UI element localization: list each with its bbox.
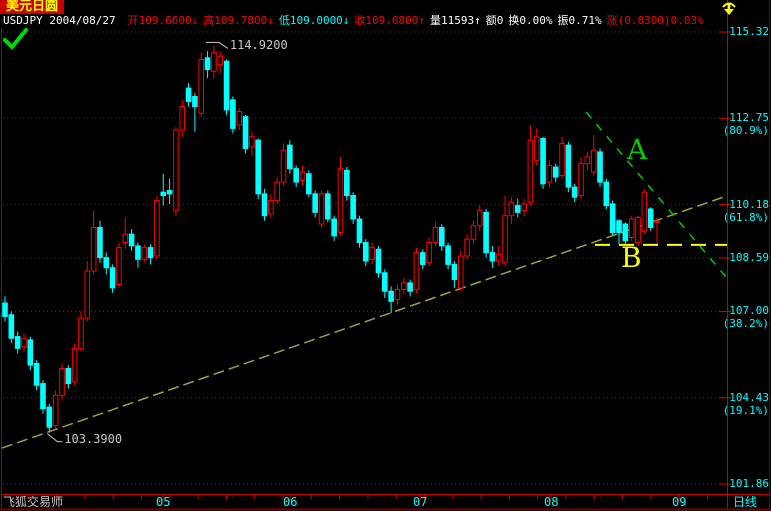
x-axis-month-label: 09 xyxy=(672,495,687,509)
x-axis-month-label: 05 xyxy=(156,495,171,509)
y-axis-percent-label: (61.8%) xyxy=(722,210,769,224)
trough-price-annotation: 103.3900 xyxy=(64,431,123,446)
y-axis-price-label: 112.75 xyxy=(729,111,769,125)
y-axis-price-label: 110.18 xyxy=(729,197,769,211)
status-field: 量11593↑ xyxy=(430,14,481,27)
resistance-line-a xyxy=(585,111,728,279)
status-fields: 开109.6600↓ 高109.7800↓ 低109.0000↓ 收109.6800↑… xyxy=(123,14,704,27)
period-label[interactable]: 日线 xyxy=(733,495,758,509)
x-axis-month-label: 08 xyxy=(544,495,559,509)
status-field: 开109.6600↓ xyxy=(127,14,199,27)
x-axis-month-label: 07 xyxy=(413,495,428,509)
support-trendline xyxy=(1,195,728,449)
y-axis-price-label: 101.86 xyxy=(729,477,769,490)
peak-price-annotation: 114.9200 xyxy=(229,38,288,53)
window-title: 美元日圆 xyxy=(0,0,65,14)
status-field: 额0 xyxy=(485,14,504,27)
status-field: 高109.7800↓ xyxy=(203,14,274,27)
y-axis-price-label: 107.00 xyxy=(729,304,769,318)
date-label: 2004/08/27 xyxy=(49,14,116,27)
y-axis-percent-label: (38.2%) xyxy=(722,317,769,331)
status-field: 涨(0.0300)0.03% xyxy=(606,14,704,27)
checkmark-icon xyxy=(3,28,28,50)
y-axis-price-label: 108.59 xyxy=(729,251,769,264)
scroll-down-icon[interactable] xyxy=(722,2,736,16)
y-axis-percent-label: (80.9%) xyxy=(722,124,769,138)
symbol-label: USDJPY xyxy=(3,14,43,27)
trendline-label-b: B xyxy=(621,241,642,274)
status-field: 低109.0000↓ xyxy=(278,14,350,27)
status-field: 换0.00% xyxy=(508,14,553,27)
status-field: 收109.6800↑ xyxy=(354,14,426,27)
x-axis-month-label: 06 xyxy=(283,495,298,509)
trendline-label-a: A xyxy=(627,133,648,166)
status-bar: USDJPY 2004/08/27 开109.6600↓ 高109.7800↓ 低10… xyxy=(3,14,704,27)
y-axis-percent-label: (19.1%) xyxy=(722,403,769,417)
status-field: 振0.71% xyxy=(557,14,602,27)
y-axis-price-label: 104.43 xyxy=(729,390,769,404)
brand-label: 飞狐交易师 xyxy=(3,495,64,509)
y-axis-price-label: 115.32 xyxy=(729,25,769,38)
